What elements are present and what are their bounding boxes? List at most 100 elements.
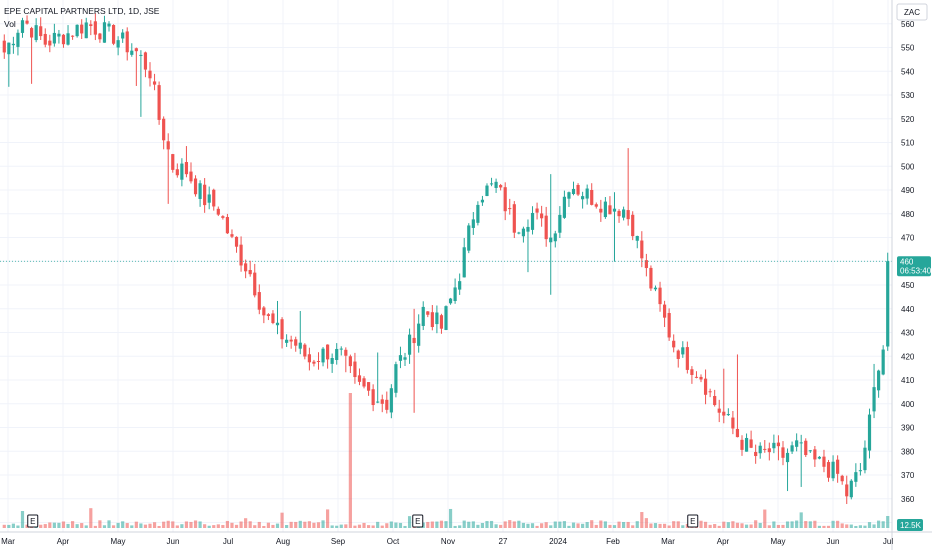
time-tick-label: Mar (661, 537, 675, 546)
volume-bar (726, 522, 730, 528)
volume-bar (863, 525, 867, 528)
ohlc-bar (248, 260, 252, 277)
ohlc-bar (285, 334, 289, 347)
volume-bar (849, 524, 853, 528)
volume-bar (521, 522, 526, 528)
ohlc-bar (776, 435, 781, 461)
volume-bar (667, 525, 671, 528)
earnings-marker[interactable]: E (27, 514, 39, 528)
earnings-marker[interactable]: E (412, 514, 424, 528)
volume-bar (403, 525, 407, 528)
volume-bar (280, 512, 284, 528)
ohlc-bar (426, 311, 430, 318)
price-tick-label: 490 (901, 186, 915, 195)
ohlc-bar (271, 310, 275, 325)
volume-bar (316, 522, 321, 528)
ohlc-bar (203, 178, 207, 213)
volume-bar (180, 524, 184, 528)
ohlc-bar (102, 15, 107, 43)
ohlc-bar (854, 463, 858, 487)
volume-bar (649, 523, 653, 528)
volume-bar (385, 523, 389, 528)
ohlc-bar (781, 441, 785, 466)
volume-bar (20, 511, 25, 528)
volume-bar (7, 524, 11, 528)
volume-bar (744, 524, 749, 528)
ohlc-bar (494, 178, 498, 193)
ohlc-bar (512, 201, 516, 239)
volume-bar (526, 523, 530, 528)
ohlc-bar (476, 201, 480, 226)
volume-bar (125, 523, 129, 528)
price-tick-label: 510 (901, 139, 915, 148)
volume-bar (207, 525, 211, 528)
ohlc-bar (11, 36, 15, 54)
ohlc-bar (863, 440, 867, 474)
ohlc-bar (212, 188, 216, 211)
ohlc-bar (672, 334, 676, 353)
ohlc-bar (881, 345, 885, 376)
ohlc-bar (412, 308, 416, 413)
ohlc-bar (330, 353, 334, 373)
volume-bar (749, 524, 753, 528)
ohlc-bar (444, 305, 448, 331)
volume-bar (763, 509, 767, 528)
ohlc-bar (603, 197, 607, 219)
volume-bar (644, 518, 648, 528)
volume-bar (448, 508, 453, 528)
volume-bar (57, 522, 61, 528)
volume-bar (216, 524, 220, 528)
ohlc-bar (193, 175, 198, 197)
volume-bar (485, 521, 489, 528)
ohlc-bar (152, 73, 157, 91)
volume-bar (225, 520, 230, 528)
ohlc-bar (767, 442, 771, 461)
ohlc-bar (20, 17, 25, 38)
price-tick-label: 390 (901, 424, 915, 433)
volume-bar (294, 521, 298, 528)
volume-bar (430, 521, 434, 528)
ohlc-bar (335, 343, 339, 365)
volume-bar (612, 525, 617, 528)
ohlc-bar (75, 24, 79, 38)
volume-bar (335, 525, 339, 528)
ohlc-bar (640, 231, 644, 268)
ohlc-bar (421, 301, 425, 331)
ohlc-bar (549, 174, 553, 295)
ohlc-bar (690, 366, 694, 384)
ohlc-bar (653, 285, 658, 292)
currency-button[interactable]: ZAC (896, 3, 928, 21)
volume-bar (244, 518, 248, 528)
ohlc-bar (731, 411, 735, 435)
volume-bar (348, 393, 352, 528)
earnings-marker[interactable]: E (687, 514, 699, 528)
volume-bar (530, 523, 535, 528)
time-tick-label: 27 (499, 537, 508, 546)
time-tick-label: May (770, 537, 785, 546)
volume-bar (576, 523, 580, 528)
ohlc-bar (772, 434, 776, 454)
volume-bar (872, 524, 876, 528)
ohlc-bar (257, 284, 261, 315)
price-tick-label: 440 (901, 305, 915, 314)
volume-bar (344, 524, 348, 528)
volume-bar (676, 521, 680, 528)
time-axis[interactable]: Mar Apr May Jun Jul Aug Sep Oct Nov 27 2024 Feb Mar A… (1, 537, 893, 546)
ohlc-bar (389, 384, 393, 419)
volume-bar (681, 525, 685, 528)
ohlc-bar (681, 341, 685, 358)
volume-bar (253, 525, 257, 528)
ohlc-bar (722, 368, 726, 424)
ohlc-bar (216, 206, 220, 217)
grid (0, 0, 892, 532)
ohlc-bar (244, 259, 248, 279)
volume-bar (758, 522, 762, 528)
ohlc-bar (535, 202, 539, 220)
ohlc-bar (617, 209, 621, 223)
volume-bar (48, 522, 52, 528)
volume-bar (804, 521, 808, 528)
volume-bar (184, 521, 189, 528)
price-tick-label: 450 (901, 281, 915, 290)
price-tick-label: 410 (901, 376, 915, 385)
volume-bar (439, 520, 444, 528)
